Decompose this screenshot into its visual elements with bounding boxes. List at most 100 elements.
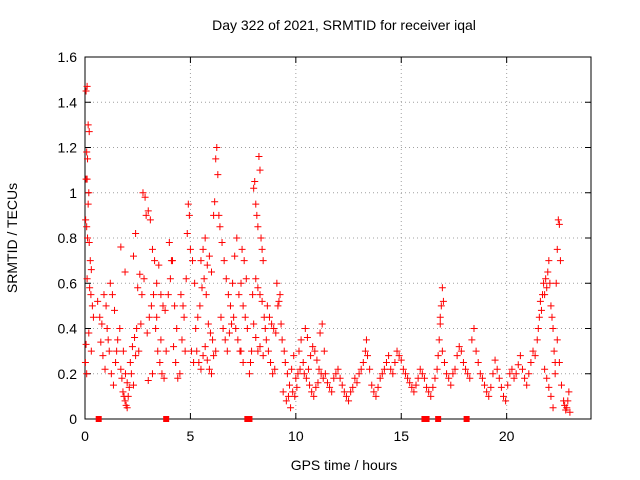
data-point (565, 388, 573, 396)
data-point (117, 365, 125, 373)
data-point (320, 347, 328, 355)
data-point (301, 325, 309, 332)
data-point (372, 392, 380, 400)
data-point (287, 404, 295, 412)
data-point (304, 365, 312, 373)
data-point (172, 358, 180, 366)
data-point (83, 223, 91, 231)
data-point (121, 370, 129, 378)
data-point (144, 207, 152, 215)
data-point (542, 275, 550, 283)
data-point (464, 370, 472, 378)
y-tick-label: 0 (69, 411, 77, 427)
y-axis-label: SRMTID / TECUs (4, 183, 20, 293)
data-point (161, 306, 169, 314)
gap-marker (423, 416, 430, 422)
data-point (553, 245, 561, 253)
data-point (170, 343, 178, 351)
data-point (508, 365, 516, 373)
data-point (286, 381, 294, 389)
data-point (536, 297, 544, 305)
data-point (395, 352, 403, 360)
data-point (547, 302, 555, 310)
data-point (416, 365, 424, 373)
data-point (518, 365, 526, 373)
data-point (299, 358, 307, 366)
data-point (204, 320, 212, 328)
data-point (420, 374, 428, 382)
data-point (123, 404, 131, 412)
data-point (374, 383, 382, 391)
data-point (199, 352, 207, 360)
data-point (550, 347, 558, 355)
data-point (564, 397, 572, 405)
data-point (353, 379, 361, 387)
data-point (193, 347, 201, 355)
data-point (338, 381, 346, 389)
gap-marker (163, 416, 170, 422)
data-point (144, 377, 152, 385)
data-point (250, 320, 258, 328)
data-point (181, 347, 189, 355)
data-point (84, 234, 92, 242)
data-point (548, 313, 556, 321)
data-point (129, 381, 137, 389)
y-tick-label: 0.2 (58, 366, 78, 382)
data-point (211, 198, 219, 206)
data-point (154, 347, 162, 355)
data-point (97, 338, 105, 346)
data-point (489, 370, 497, 378)
data-point (111, 306, 119, 314)
data-point (81, 358, 89, 366)
data-point (194, 313, 202, 321)
data-point (174, 374, 182, 382)
data-point (545, 257, 553, 265)
data-point (347, 388, 355, 396)
data-point (434, 352, 442, 360)
data-point (157, 291, 165, 299)
data-point (521, 374, 529, 382)
data-point (127, 370, 135, 378)
data-point (553, 336, 561, 344)
data-point (500, 392, 508, 400)
data-point (370, 388, 378, 396)
data-point (84, 121, 92, 129)
data-point (201, 343, 209, 351)
data-point (104, 336, 112, 344)
data-point (212, 347, 220, 355)
data-point (254, 223, 262, 231)
data-point (292, 374, 300, 382)
data-point (126, 358, 134, 366)
data-point (399, 365, 407, 373)
data-point (566, 408, 574, 416)
data-point (429, 383, 437, 391)
data-point (557, 381, 565, 389)
data-point (83, 275, 91, 283)
data-point (361, 347, 369, 355)
data-point (177, 291, 185, 299)
data-point (534, 325, 542, 332)
data-point (254, 284, 262, 292)
data-point (345, 397, 353, 405)
data-point (476, 370, 484, 378)
data-point (382, 358, 390, 366)
data-point (140, 275, 148, 283)
data-point (387, 365, 395, 373)
data-point (250, 184, 258, 192)
data-point (543, 374, 551, 382)
data-point (311, 347, 319, 355)
data-point (132, 229, 140, 237)
data-point (328, 388, 336, 396)
data-point (533, 336, 541, 344)
data-point (257, 234, 265, 242)
data-point (103, 325, 111, 332)
data-point (332, 370, 340, 378)
data-point (296, 365, 304, 373)
data-point (437, 302, 445, 310)
data-point (362, 336, 370, 344)
data-point (451, 365, 459, 373)
data-point (535, 313, 543, 321)
data-point (504, 381, 512, 389)
data-point (495, 374, 503, 382)
data-point (239, 358, 247, 366)
